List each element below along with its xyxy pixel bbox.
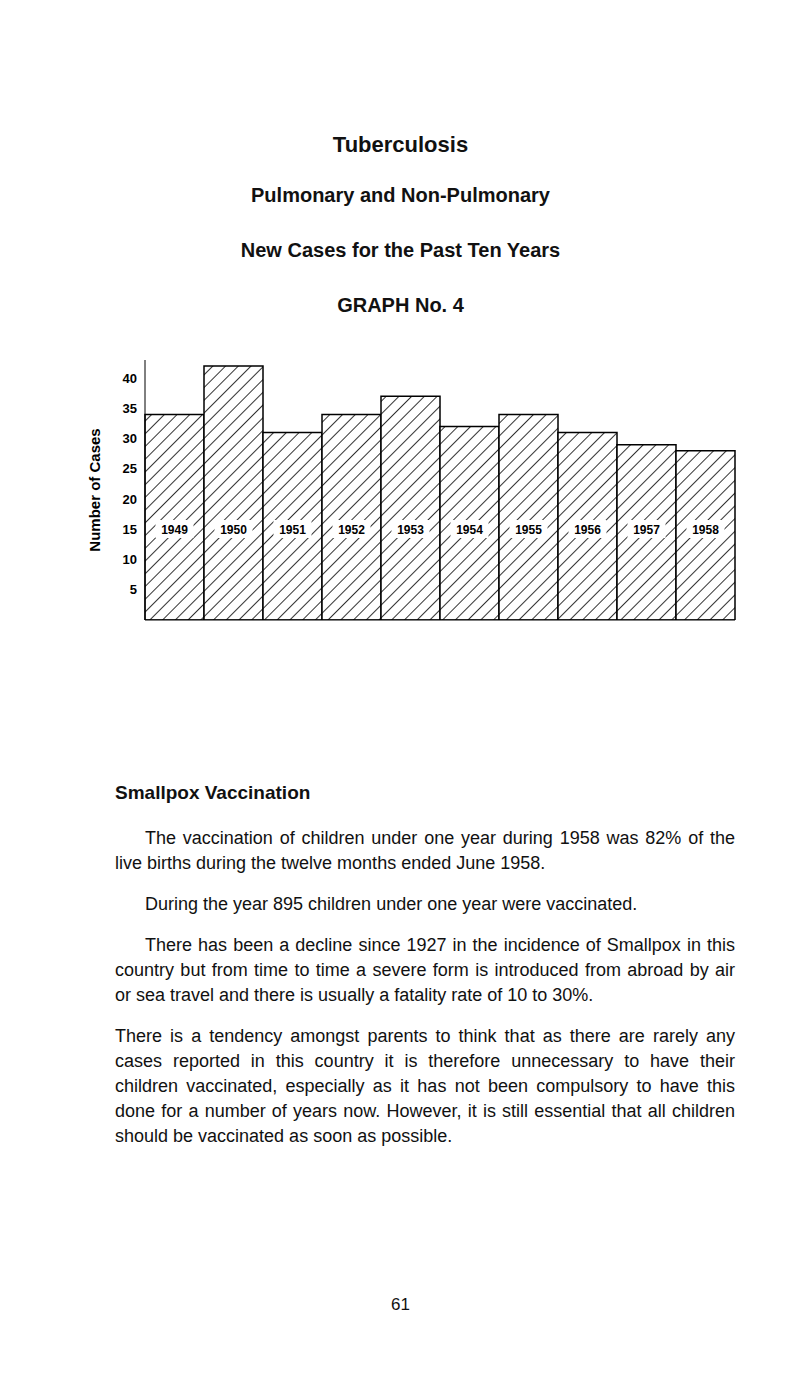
- svg-text:1956: 1956: [574, 523, 601, 537]
- svg-text:35: 35: [123, 401, 137, 416]
- html-text:Pulmonary and Non-Pulmonary: Pulmonary and Non-Pulmonary: [251, 184, 550, 206]
- html-text:Tuberculosis: Tuberculosis: [332, 132, 469, 157]
- svg-text:10: 10: [123, 552, 137, 567]
- svg-text:1949: 1949: [161, 523, 188, 537]
- html-text:There is a tendency amongst pa: There is a tendency amongst parents to t…: [115, 1026, 735, 1146]
- html-text:The vaccination of children un: The vaccination of children under one ye…: [115, 828, 735, 873]
- html-text:61: 61: [391, 1295, 410, 1314]
- svg-text:40: 40: [123, 371, 137, 386]
- svg-text:Number of Cases: Number of Cases: [86, 428, 103, 551]
- html-text:Smallpox Vaccination: Smallpox Vaccination: [115, 782, 311, 803]
- html-text:During the year 895 children u: During the year 895 children under one y…: [145, 894, 638, 914]
- svg-text:1955: 1955: [515, 523, 542, 537]
- html-text:GRAPH No. 4: GRAPH No. 4: [337, 294, 464, 316]
- svg-text:20: 20: [123, 492, 137, 507]
- html-text:New Cases for the Past Ten Yea: New Cases for the Past Ten Years: [240, 239, 561, 261]
- svg-text:15: 15: [123, 522, 137, 537]
- svg-text:1951: 1951: [279, 523, 306, 537]
- svg-text:1950: 1950: [220, 523, 247, 537]
- svg-text:1953: 1953: [397, 523, 424, 537]
- svg-text:30: 30: [123, 431, 137, 446]
- svg-text:1958: 1958: [692, 523, 719, 537]
- html-text:There has been a decline since: There has been a decline since 1927 in t…: [115, 935, 735, 1005]
- svg-text:25: 25: [123, 461, 137, 476]
- svg-text:1957: 1957: [633, 523, 660, 537]
- svg-text:1954: 1954: [456, 523, 483, 537]
- svg-text:1952: 1952: [338, 523, 365, 537]
- svg-text:5: 5: [130, 582, 137, 597]
